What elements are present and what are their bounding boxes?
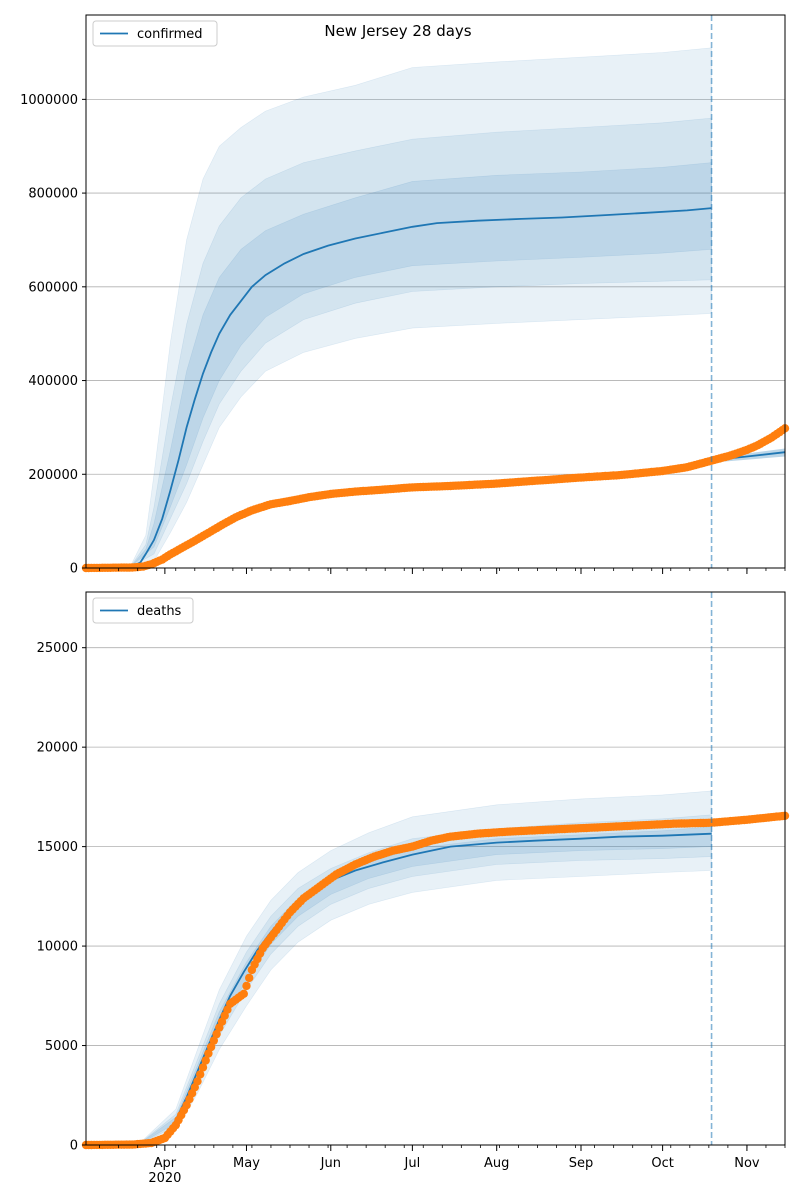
confirmed-y-axis: 0 200000 400000 600000 800000 1000000 <box>20 93 86 577</box>
deaths-legend: deaths <box>92 597 194 624</box>
figure-title: New Jersey 28 days <box>324 22 471 40</box>
confirmed-axes-frame <box>85 14 786 569</box>
confirmed-y-tick-label: 400000 <box>28 374 78 389</box>
deaths-observed-point <box>206 1042 216 1052</box>
deaths-observed-point <box>198 1063 208 1072</box>
confirmed-observed-points <box>81 424 790 573</box>
deaths-axes-border <box>85 591 786 1146</box>
confirmed-y-tick-label: 1000000 <box>20 93 78 108</box>
confirmed-y-tick-label: 0 <box>70 562 78 577</box>
confirmed-legend-label: confirmed <box>137 27 203 42</box>
deaths-observed-point <box>212 1029 221 1039</box>
x-tick-label: Jul <box>404 1156 421 1171</box>
deaths-y-tick-label: 15000 <box>37 840 78 855</box>
x-tick-label: Jun <box>320 1156 341 1171</box>
confirmed-y-tick-label: 200000 <box>28 468 78 483</box>
confirmed-legend-box <box>92 20 218 47</box>
deaths-observed-point <box>242 981 251 991</box>
x-tick-label: Apr <box>154 1156 177 1171</box>
deaths-gridlines <box>86 647 785 1046</box>
deaths-observed-point <box>201 1056 210 1065</box>
deaths-y-tick-label: 5000 <box>45 1039 78 1054</box>
x-tick-label: Sep <box>569 1156 594 1171</box>
deaths-legend-box <box>92 597 194 624</box>
deaths-legend-label: deaths <box>137 604 182 619</box>
deaths-y-tick-label: 10000 <box>37 940 78 955</box>
deaths-y-tick-label: 20000 <box>37 741 78 756</box>
deaths-y-axis: 0 5000 10000 15000 20000 25000 <box>37 641 86 1154</box>
confirmed-model-line <box>129 207 712 569</box>
deaths-observed-point <box>239 989 248 998</box>
confirmed-axes-border <box>85 14 786 569</box>
deaths-observed-points <box>81 811 790 1150</box>
confirmed-uncertainty-bands <box>128 47 785 569</box>
x-tick-label: Nov <box>734 1156 760 1171</box>
confirmed-x-axis <box>99 568 786 574</box>
deaths-axes-frame <box>85 591 786 1146</box>
x-tick-label: May <box>233 1156 260 1171</box>
deaths-observed-point <box>245 973 254 983</box>
confirmed-legend: confirmed <box>92 20 218 47</box>
deaths-observed-point <box>204 1049 213 1058</box>
x-tick-label: Oct <box>651 1156 673 1171</box>
confirmed-y-tick-label: 600000 <box>28 280 78 295</box>
confirmed-y-tick-label: 800000 <box>28 187 78 202</box>
deaths-y-tick-label: 0 <box>70 1139 78 1154</box>
x-tick-label: Aug <box>484 1156 509 1171</box>
deaths-observed-point <box>209 1036 218 1045</box>
deaths-y-tick-label: 25000 <box>37 641 78 656</box>
confirmed-panel: 0 200000 400000 600000 800000 1000000 confirm… <box>20 14 790 577</box>
deaths-uncertainty-bands <box>137 790 785 1146</box>
x-tick-sublabel: 2020 <box>148 1171 181 1186</box>
deaths-observed-point <box>196 1070 205 1079</box>
deaths-observed-point <box>193 1077 202 1086</box>
